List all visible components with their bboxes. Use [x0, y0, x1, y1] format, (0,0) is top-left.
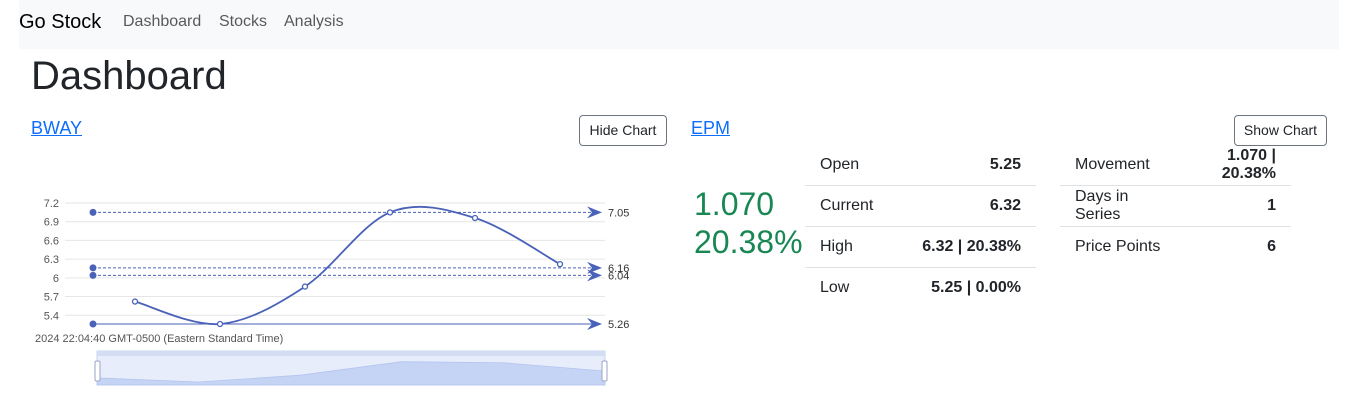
- y-tick-label: 5.7: [44, 292, 59, 304]
- y-tick-label: 5.4: [44, 310, 59, 322]
- stat-value: 5.25: [895, 145, 1036, 186]
- markline-start-dot: [89, 264, 97, 272]
- data-point: [216, 320, 224, 328]
- table-row: Price Points 6: [1060, 227, 1291, 268]
- data-point: [301, 283, 309, 290]
- y-tick-label: 6.6: [44, 235, 59, 247]
- markline-arrow: [587, 206, 602, 219]
- movement-value: 1.070: [694, 186, 775, 222]
- data-point: [386, 209, 394, 216]
- stat-label: Low: [820, 279, 850, 296]
- stat-label: Current: [805, 185, 896, 227]
- show-chart-button[interactable]: Show Chart: [1234, 115, 1327, 146]
- price-chart: 7.2 6.9 6.6 6.3 6 5.7 5.4 7.05 6.16 6.04 5.26 2024 …: [30, 190, 630, 390]
- series-info-table: Movement 1.070 | 20.38% Days in Series 1…: [1060, 145, 1291, 267]
- stat-label: Open: [805, 145, 896, 186]
- info-value: 6: [1267, 238, 1276, 255]
- brand-link[interactable]: Go Stock: [19, 11, 102, 33]
- data-point: [471, 214, 479, 222]
- navbar: Go Stock Dashboard Stocks Analysis: [19, 0, 1339, 49]
- info-value: 1: [1179, 185, 1291, 227]
- nav-analysis[interactable]: Analysis: [284, 13, 344, 30]
- nav-stocks[interactable]: Stocks: [219, 13, 268, 30]
- movement-percent: 20.38%: [694, 224, 803, 260]
- markline-label: 6.04: [608, 270, 629, 282]
- markline-arrow: [587, 269, 602, 282]
- hide-chart-button[interactable]: Hide Chart: [579, 115, 667, 146]
- table-row: Movement 1.070 | 20.38%: [1060, 145, 1291, 186]
- info-value: 1.070 | 20.38%: [1179, 145, 1291, 186]
- table-row: Open 5.25: [805, 145, 1036, 186]
- y-tick-label: 6.3: [44, 254, 59, 266]
- ticker-link-bway[interactable]: BWAY: [31, 118, 83, 138]
- zoom-handle-left: [94, 360, 101, 382]
- movement-display: 1.070 20.38%: [694, 185, 803, 261]
- table-row: Low 5.25 | 0.00%: [805, 268, 1036, 309]
- y-tick-label: 7.2: [44, 198, 59, 210]
- ticker-link-epm[interactable]: EPM: [691, 118, 731, 138]
- price-stats-table: Open 5.25 Current 6.32 High 6.32 | 20.38…: [805, 145, 1036, 308]
- markline-arrow: [587, 318, 602, 330]
- markline-label: 6.16: [608, 263, 629, 275]
- table-row: Days in Series 1: [1060, 185, 1291, 227]
- markline-start-dot: [89, 208, 97, 216]
- markline-label: 7.05: [608, 207, 629, 219]
- x-axis-caption: 2024 22:04:40 GMT-0500 (Eastern Standard…: [35, 333, 283, 345]
- info-label: Price Points: [1075, 238, 1161, 255]
- info-label: Days in Series: [1060, 185, 1180, 227]
- markline-start-dot: [89, 271, 97, 279]
- y-tick-label: 6.9: [44, 217, 59, 229]
- markline-label: 5.26: [608, 319, 629, 331]
- stat-value: 6.32: [895, 185, 1036, 227]
- data-point: [556, 260, 564, 268]
- info-label: Movement: [1060, 145, 1180, 186]
- table-row: Current 6.32: [805, 185, 1036, 227]
- chart-svg: 7.2 6.9 6.6 6.3 6 5.7 5.4 7.05 6.166.04 5.26 2024 …: [35, 198, 629, 386]
- y-tick-label: 6: [53, 273, 59, 285]
- zoom-slider-top-bar: [97, 351, 605, 356]
- stat-value: 6.32 | 20.38%: [895, 226, 1036, 268]
- zoom-handle-right: [601, 360, 608, 382]
- stat-value: 5.25 | 0.00%: [931, 279, 1021, 296]
- markline-start-dot: [89, 320, 97, 328]
- data-point: [131, 298, 139, 305]
- series-line: [134, 205, 561, 325]
- nav-dashboard[interactable]: Dashboard: [123, 13, 202, 30]
- page-title: Dashboard: [31, 54, 227, 98]
- table-row: High 6.32 | 20.38%: [805, 226, 1036, 268]
- stat-label: High: [805, 226, 896, 268]
